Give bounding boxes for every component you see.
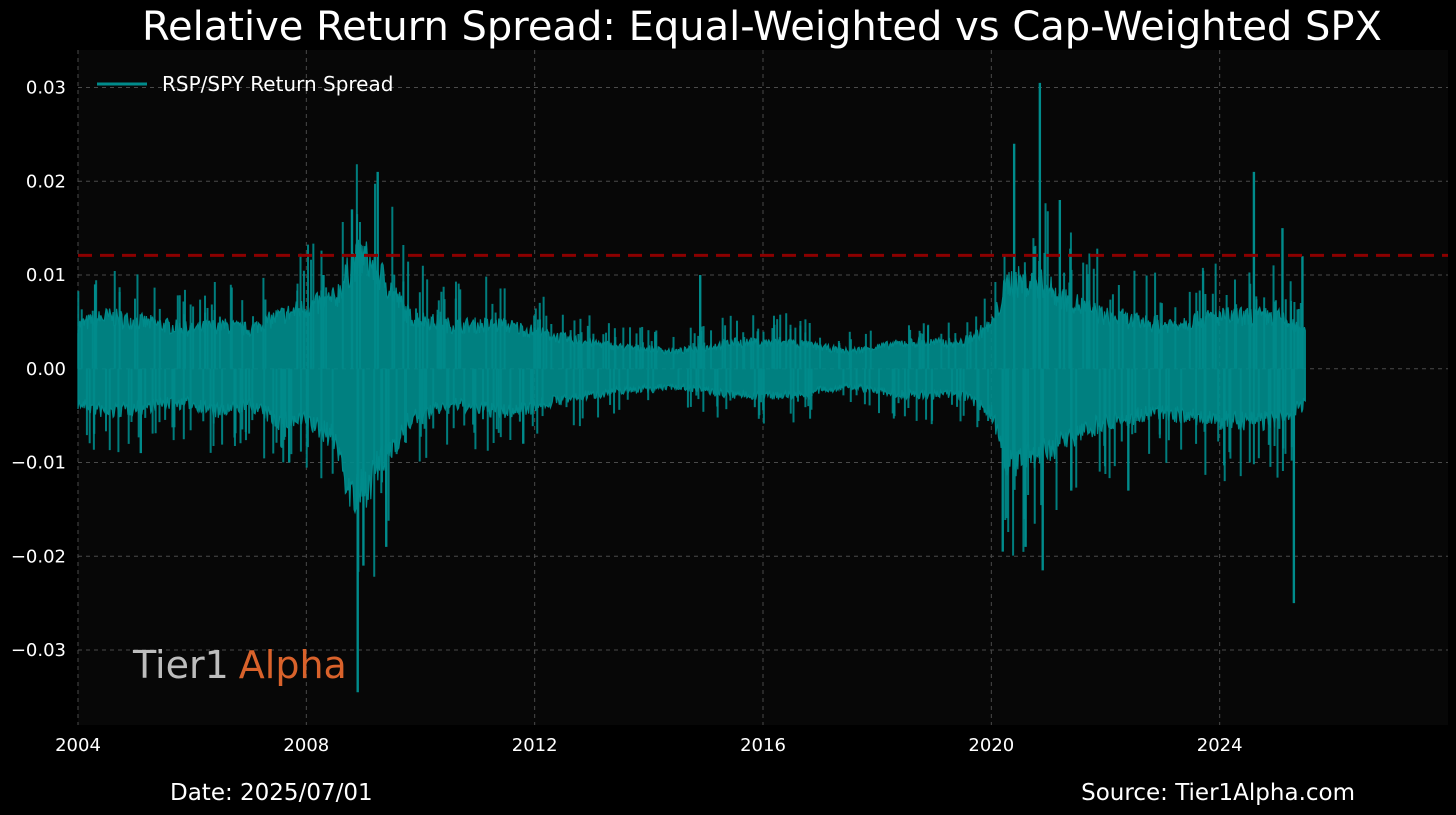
x-tick-label: 2020: [968, 735, 1014, 756]
series-layer: [77, 82, 1306, 693]
x-tick-label: 2004: [55, 735, 101, 756]
y-tick-label: 0.03: [26, 78, 66, 99]
y-tick-label: 0.02: [26, 171, 66, 192]
y-tick-label: −0.02: [11, 546, 66, 567]
logo-text-tier1: Tier1: [132, 643, 229, 687]
y-tick-label: −0.01: [11, 453, 66, 474]
chart-title: Relative Return Spread: Equal-Weighted v…: [142, 4, 1382, 50]
x-tick-label: 2024: [1197, 735, 1243, 756]
y-tick-label: 0.00: [26, 359, 66, 380]
footer-source: Source: Tier1Alpha.com: [1081, 780, 1355, 806]
x-tick-label: 2016: [740, 735, 786, 756]
axis-ticks: 2004 2008 2012 2016 2020 2024 0.03 0.02 0.01 0.00…: [11, 78, 1243, 757]
x-tick-label: 2008: [283, 735, 329, 756]
legend: RSP/SPY Return Spread: [97, 72, 393, 96]
logo-text-alpha: Alpha: [239, 643, 347, 687]
watermark-logo: Tier1 Alpha: [132, 643, 347, 687]
svg-text:Tier1Alpha: Tier1 Alpha: [132, 643, 347, 687]
legend-label: RSP/SPY Return Spread: [162, 72, 393, 96]
footer-date: Date: 2025/07/01: [170, 780, 373, 806]
y-tick-label: 0.01: [26, 265, 66, 286]
y-tick-label: −0.03: [11, 640, 66, 661]
x-tick-label: 2012: [512, 735, 558, 756]
